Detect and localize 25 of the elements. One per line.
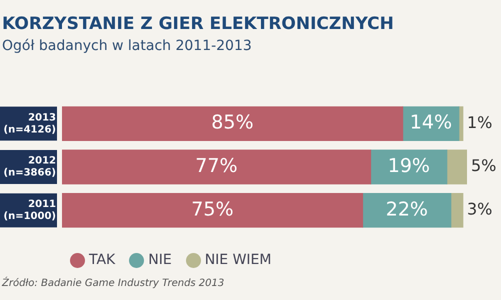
legend-label: NIE WIEM <box>204 252 272 268</box>
chart-title: KORZYSTANIE Z GIER ELEKTRONICZNYCH <box>2 14 394 34</box>
data-label: 14% <box>410 112 452 134</box>
data-label: 75% <box>191 198 234 220</box>
data-label: 1% <box>466 112 492 132</box>
data-label: 77% <box>195 154 238 177</box>
legend-label: NIE <box>147 252 172 268</box>
data-label: 19% <box>388 154 430 177</box>
data-label: 5% <box>471 156 496 176</box>
chart-subtitle: Ogół badanych w latach 2011-2013 <box>2 38 252 54</box>
bar <box>446 150 467 184</box>
bar <box>62 106 404 141</box>
bar <box>370 150 448 184</box>
bar <box>362 193 452 228</box>
y-tick-label: 2012 (n=3866) <box>4 156 56 179</box>
bar <box>62 150 372 184</box>
y-tick-label: 2013 (n=4126) <box>4 112 56 136</box>
bar <box>62 193 364 228</box>
data-label: 3% <box>466 199 492 218</box>
legend-label: TAK <box>88 252 116 268</box>
data-label: 22% <box>386 198 428 220</box>
text: Źródło: Badanie Game Industry Trends 2013 <box>2 278 224 289</box>
bar <box>450 193 464 228</box>
data-label: 85% <box>211 112 254 134</box>
y-tick-label: 2011 (n=1000) <box>4 198 56 222</box>
